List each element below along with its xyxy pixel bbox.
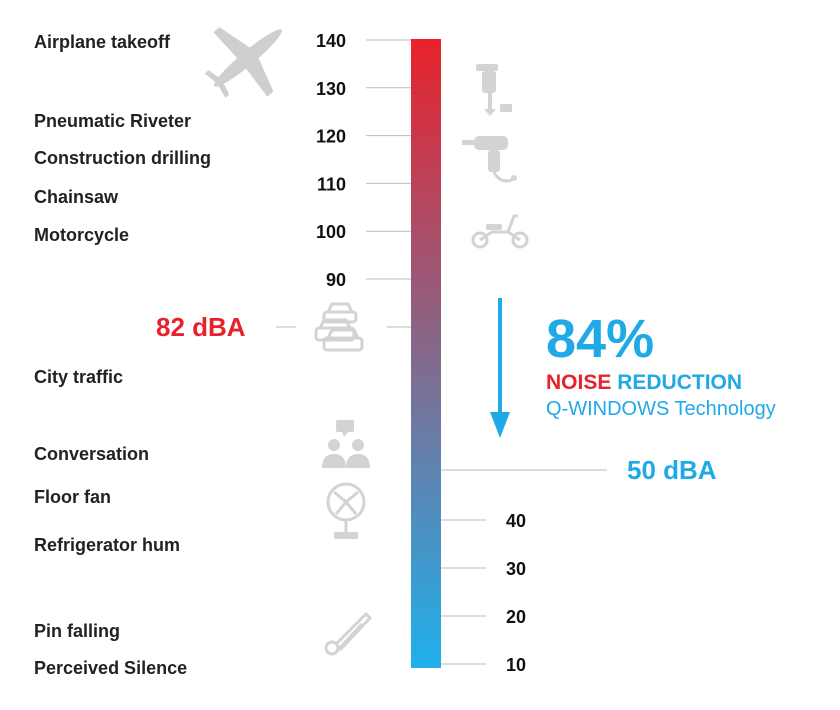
tick-label-20: 20 [506, 607, 526, 627]
source-label-riveter: Pneumatic Riveter [34, 111, 192, 131]
scooter-icon [471, 214, 529, 249]
source-label-chainsaw: Chainsaw [34, 187, 119, 207]
tick-label-30: 30 [506, 559, 526, 579]
decibel-gradient-bar [411, 39, 441, 668]
source-label-motorcycle: Motorcycle [34, 225, 130, 245]
jackhammer-icon [476, 64, 512, 116]
traffic-cars-icon [314, 302, 364, 352]
source-label-drilling: Construction drilling [34, 148, 211, 168]
source-label-floor-fan: Floor fan [34, 487, 111, 507]
source-label-conversation: Conversation [34, 444, 150, 464]
marker-50-dba: 50 dBA [627, 455, 717, 485]
fan-icon [326, 482, 366, 539]
tick-label-120: 120 [316, 127, 346, 147]
reduction-percent: 84% [546, 309, 655, 369]
tick-label-110: 110 [317, 174, 346, 194]
drill-icon [462, 136, 517, 183]
conversation-icon [322, 420, 370, 468]
airplane-icon [204, 27, 283, 98]
source-label-city-traffic: City traffic [34, 367, 124, 387]
reduction-word-reduction: REDUCTION [617, 371, 743, 394]
source-label-silence: Perceived Silence [34, 658, 188, 678]
tick-label-10: 10 [506, 655, 526, 675]
tick-label-40: 40 [506, 511, 526, 531]
reduction-arrow-head [490, 412, 510, 438]
source-label-refrigerator: Refrigerator hum [34, 535, 181, 555]
tick-label-90: 90 [326, 270, 346, 290]
reduction-heading: NOISE REDUCTION [546, 371, 742, 395]
safety-pin-icon [324, 611, 373, 656]
marker-82-dba: 82 dBA [156, 312, 246, 342]
reduction-word-noise: NOISE [546, 371, 612, 394]
tick-label-140: 140 [316, 31, 346, 51]
source-label-pin-falling: Pin falling [34, 621, 121, 641]
tick-label-100: 100 [316, 222, 346, 242]
reduction-technology: Q-WINDOWS Technology [546, 398, 776, 420]
tick-label-130: 130 [316, 79, 346, 99]
source-label-airplane: Airplane takeoff [34, 32, 171, 52]
